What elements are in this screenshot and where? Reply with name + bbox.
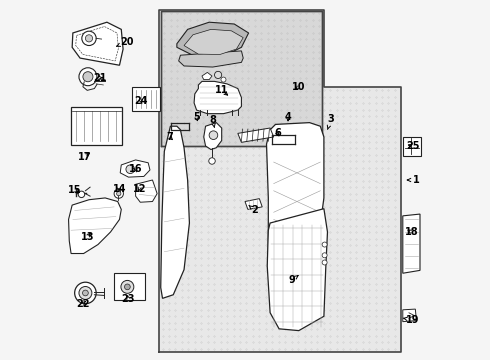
Circle shape (114, 189, 123, 198)
Text: 17: 17 (77, 152, 91, 162)
Circle shape (221, 77, 226, 82)
Polygon shape (72, 22, 123, 65)
Text: 2: 2 (249, 205, 258, 216)
Polygon shape (161, 126, 190, 298)
Text: 23: 23 (122, 294, 135, 304)
FancyBboxPatch shape (161, 12, 322, 146)
Circle shape (79, 287, 92, 300)
Text: 10: 10 (292, 82, 306, 92)
Text: 16: 16 (129, 164, 143, 174)
Circle shape (215, 71, 221, 78)
Circle shape (117, 192, 121, 196)
Polygon shape (136, 180, 157, 202)
Circle shape (126, 165, 135, 174)
Circle shape (209, 131, 218, 139)
Circle shape (322, 260, 327, 265)
Text: 3: 3 (327, 114, 335, 130)
FancyBboxPatch shape (324, 10, 401, 87)
Text: 21: 21 (93, 73, 106, 83)
Polygon shape (120, 160, 150, 177)
Text: 11: 11 (215, 85, 228, 95)
Circle shape (85, 35, 93, 42)
Circle shape (124, 284, 130, 290)
Polygon shape (267, 123, 324, 300)
Text: 19: 19 (403, 315, 419, 325)
Polygon shape (69, 198, 122, 253)
Circle shape (209, 158, 215, 164)
Polygon shape (267, 209, 327, 330)
FancyBboxPatch shape (403, 137, 421, 156)
FancyBboxPatch shape (115, 273, 146, 301)
Text: 24: 24 (134, 96, 148, 106)
Circle shape (82, 31, 96, 45)
Text: 7: 7 (166, 132, 173, 142)
Text: 6: 6 (274, 129, 281, 138)
Polygon shape (245, 199, 262, 210)
Circle shape (83, 72, 93, 82)
Text: 5: 5 (193, 112, 200, 122)
Polygon shape (403, 214, 420, 273)
Polygon shape (204, 123, 221, 149)
Text: 8: 8 (209, 115, 216, 127)
FancyBboxPatch shape (159, 10, 401, 352)
Text: 1: 1 (407, 175, 420, 185)
FancyBboxPatch shape (71, 107, 122, 145)
Polygon shape (202, 72, 212, 80)
Polygon shape (194, 81, 242, 114)
Text: 9: 9 (288, 275, 298, 285)
Circle shape (74, 282, 96, 304)
Polygon shape (238, 128, 274, 142)
Text: 4: 4 (285, 112, 292, 122)
Polygon shape (403, 309, 416, 321)
Circle shape (79, 68, 97, 86)
Text: 20: 20 (117, 37, 133, 47)
Text: 13: 13 (80, 232, 94, 242)
FancyBboxPatch shape (132, 87, 160, 111)
Text: 18: 18 (405, 227, 418, 237)
Text: 25: 25 (406, 141, 419, 151)
Text: 12: 12 (132, 184, 146, 194)
Text: 14: 14 (113, 184, 126, 194)
Text: 22: 22 (76, 299, 90, 309)
Polygon shape (177, 22, 248, 56)
Circle shape (121, 280, 134, 293)
Circle shape (78, 191, 85, 198)
Circle shape (82, 290, 88, 296)
Polygon shape (184, 30, 243, 54)
Circle shape (322, 242, 327, 247)
Circle shape (322, 253, 327, 258)
Text: 15: 15 (68, 185, 81, 195)
Polygon shape (179, 51, 243, 67)
